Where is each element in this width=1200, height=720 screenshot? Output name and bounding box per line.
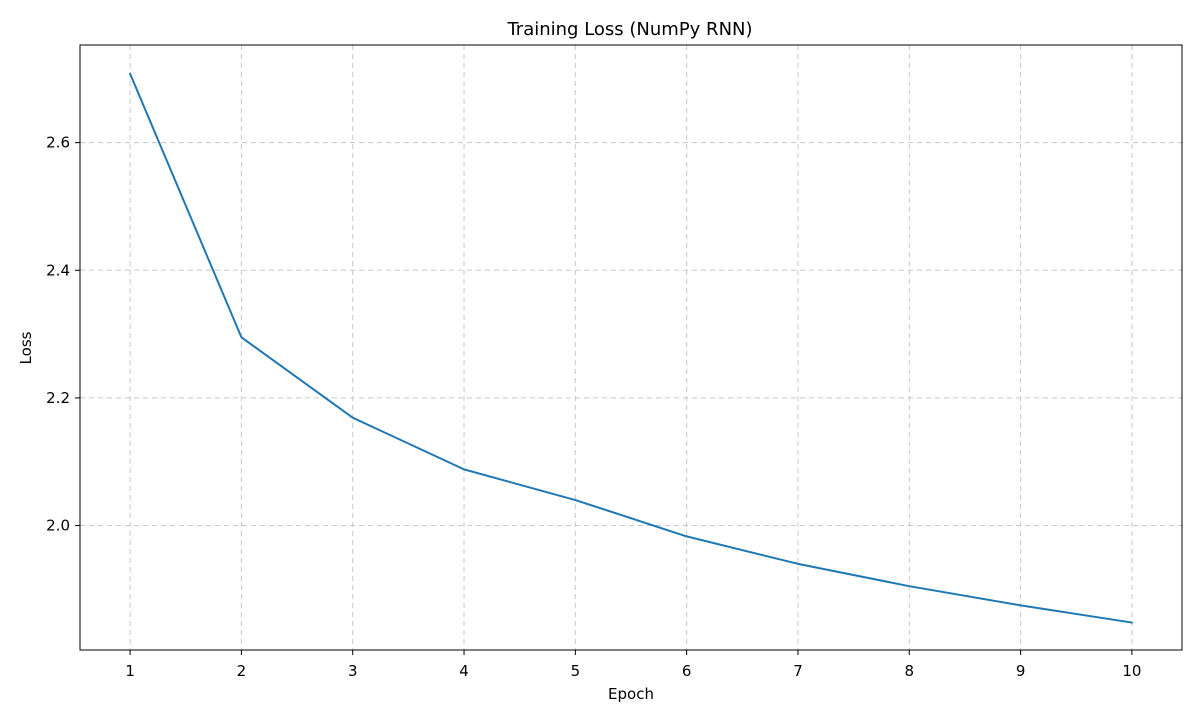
y-axis-label: Loss [17,331,35,364]
y-axis-ticks: 2.0 2.2 2.4 2.6 [46,134,80,535]
x-tick-label: 3 [348,662,358,680]
x-tick-label: 6 [682,662,692,680]
loss-series-line [129,72,1133,624]
plot-frame [79,44,1183,651]
y-tick-label: 2.6 [46,134,70,152]
series-lines [129,72,1133,624]
x-tick-label: 4 [459,662,469,680]
y-tick-label: 2.4 [46,261,70,279]
x-axis-label: Epoch [608,685,654,703]
y-tick-label: 2.2 [46,389,70,407]
y-tick-label: 2.0 [46,517,70,535]
grid-lines [80,45,1182,650]
chart-title: Training Loss (NumPy RNN) [506,19,752,40]
x-axis-ticks: 1 2 3 4 5 6 7 8 9 10 [125,650,1141,680]
x-tick-label: 10 [1122,662,1141,680]
x-tick-label: 2 [237,662,247,680]
x-tick-label: 1 [125,662,135,680]
x-tick-label: 5 [571,662,581,680]
x-tick-label: 8 [905,662,915,680]
x-tick-label: 7 [793,662,803,680]
x-tick-label: 9 [1016,662,1026,680]
